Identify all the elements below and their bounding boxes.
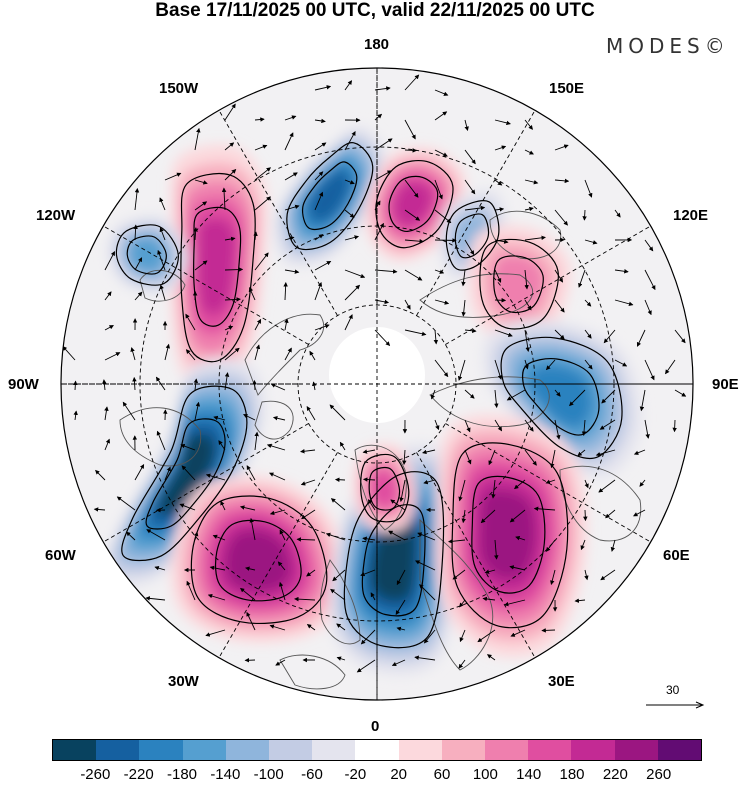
colorbar-tick-label: 260: [646, 766, 671, 783]
lon-label-30w: 30W: [168, 673, 199, 690]
colorbar-tick-label: -20: [344, 766, 366, 783]
colorbar-tick-label: -260: [80, 766, 110, 783]
lon-label-0: 0: [371, 718, 379, 735]
colorbar-tick-label: -140: [210, 766, 240, 783]
colorbar-tick-label: -100: [254, 766, 284, 783]
colorbar-segment: [442, 740, 485, 760]
colorbar-tick-label: 220: [603, 766, 628, 783]
colorbar-segment: [139, 740, 182, 760]
lon-label-60w: 60W: [45, 547, 76, 564]
colorbar: [52, 739, 702, 761]
wind-vector: [75, 381, 76, 390]
colorbar-segment: [399, 740, 442, 760]
colorbar-tick-label: 100: [473, 766, 498, 783]
wind-vector: [405, 150, 416, 151]
wind-vector: [675, 420, 676, 432]
wind-vector: [542, 630, 555, 631]
colorbar-tick-label: -180: [167, 766, 197, 783]
colorbar-tick-label: -60: [301, 766, 323, 783]
lon-label-60e: 60E: [663, 547, 690, 564]
lon-label-180: 180: [364, 36, 389, 53]
colorbar-segment: [183, 740, 226, 760]
colorbar-tick-label: 180: [559, 766, 584, 783]
lon-label-90w: 90W: [8, 376, 39, 393]
colorbar-segment: [658, 740, 701, 760]
colorbar-segment: [53, 740, 96, 760]
colorbar-tick-label: -220: [124, 766, 154, 783]
colorbar-tick-label: 140: [516, 766, 541, 783]
map-disk: [60, 68, 694, 702]
colorbar-segment: [312, 740, 355, 760]
wind-vector: [225, 269, 243, 270]
wind-vector: [336, 480, 345, 481]
colorbar-segment: [485, 740, 528, 760]
colorbar-segment: [269, 740, 312, 760]
lon-label-90e: 90E: [712, 376, 739, 393]
wind-vector: [584, 210, 585, 220]
colorbar-tick-label: 60: [434, 766, 451, 783]
lon-label-150e: 150E: [549, 80, 584, 97]
anomaly-high-eastern-europe: [480, 490, 536, 579]
colorbar-ticks: -260 -220 -180 -140 -100 -60 -20 20 60 100 140 180 2…: [52, 766, 702, 783]
lon-label-120e: 120E: [673, 207, 708, 224]
vector-scale: 30: [646, 683, 706, 713]
wind-vector: [254, 381, 255, 390]
colorbar-segment: [615, 740, 658, 760]
colorbar-tick-label: 20: [390, 766, 407, 783]
colorbar-segment: [355, 740, 398, 760]
wind-vector: [435, 240, 456, 241]
lon-label-30e: 30E: [548, 673, 575, 690]
colorbar-segment: [571, 740, 614, 760]
lon-label-120w: 120W: [36, 207, 75, 224]
wind-vector: [585, 510, 586, 520]
colorbar-segment: [528, 740, 571, 760]
lon-label-150w: 150W: [159, 80, 198, 97]
colorbar-segment: [96, 740, 139, 760]
colorbar-segment: [226, 740, 269, 760]
